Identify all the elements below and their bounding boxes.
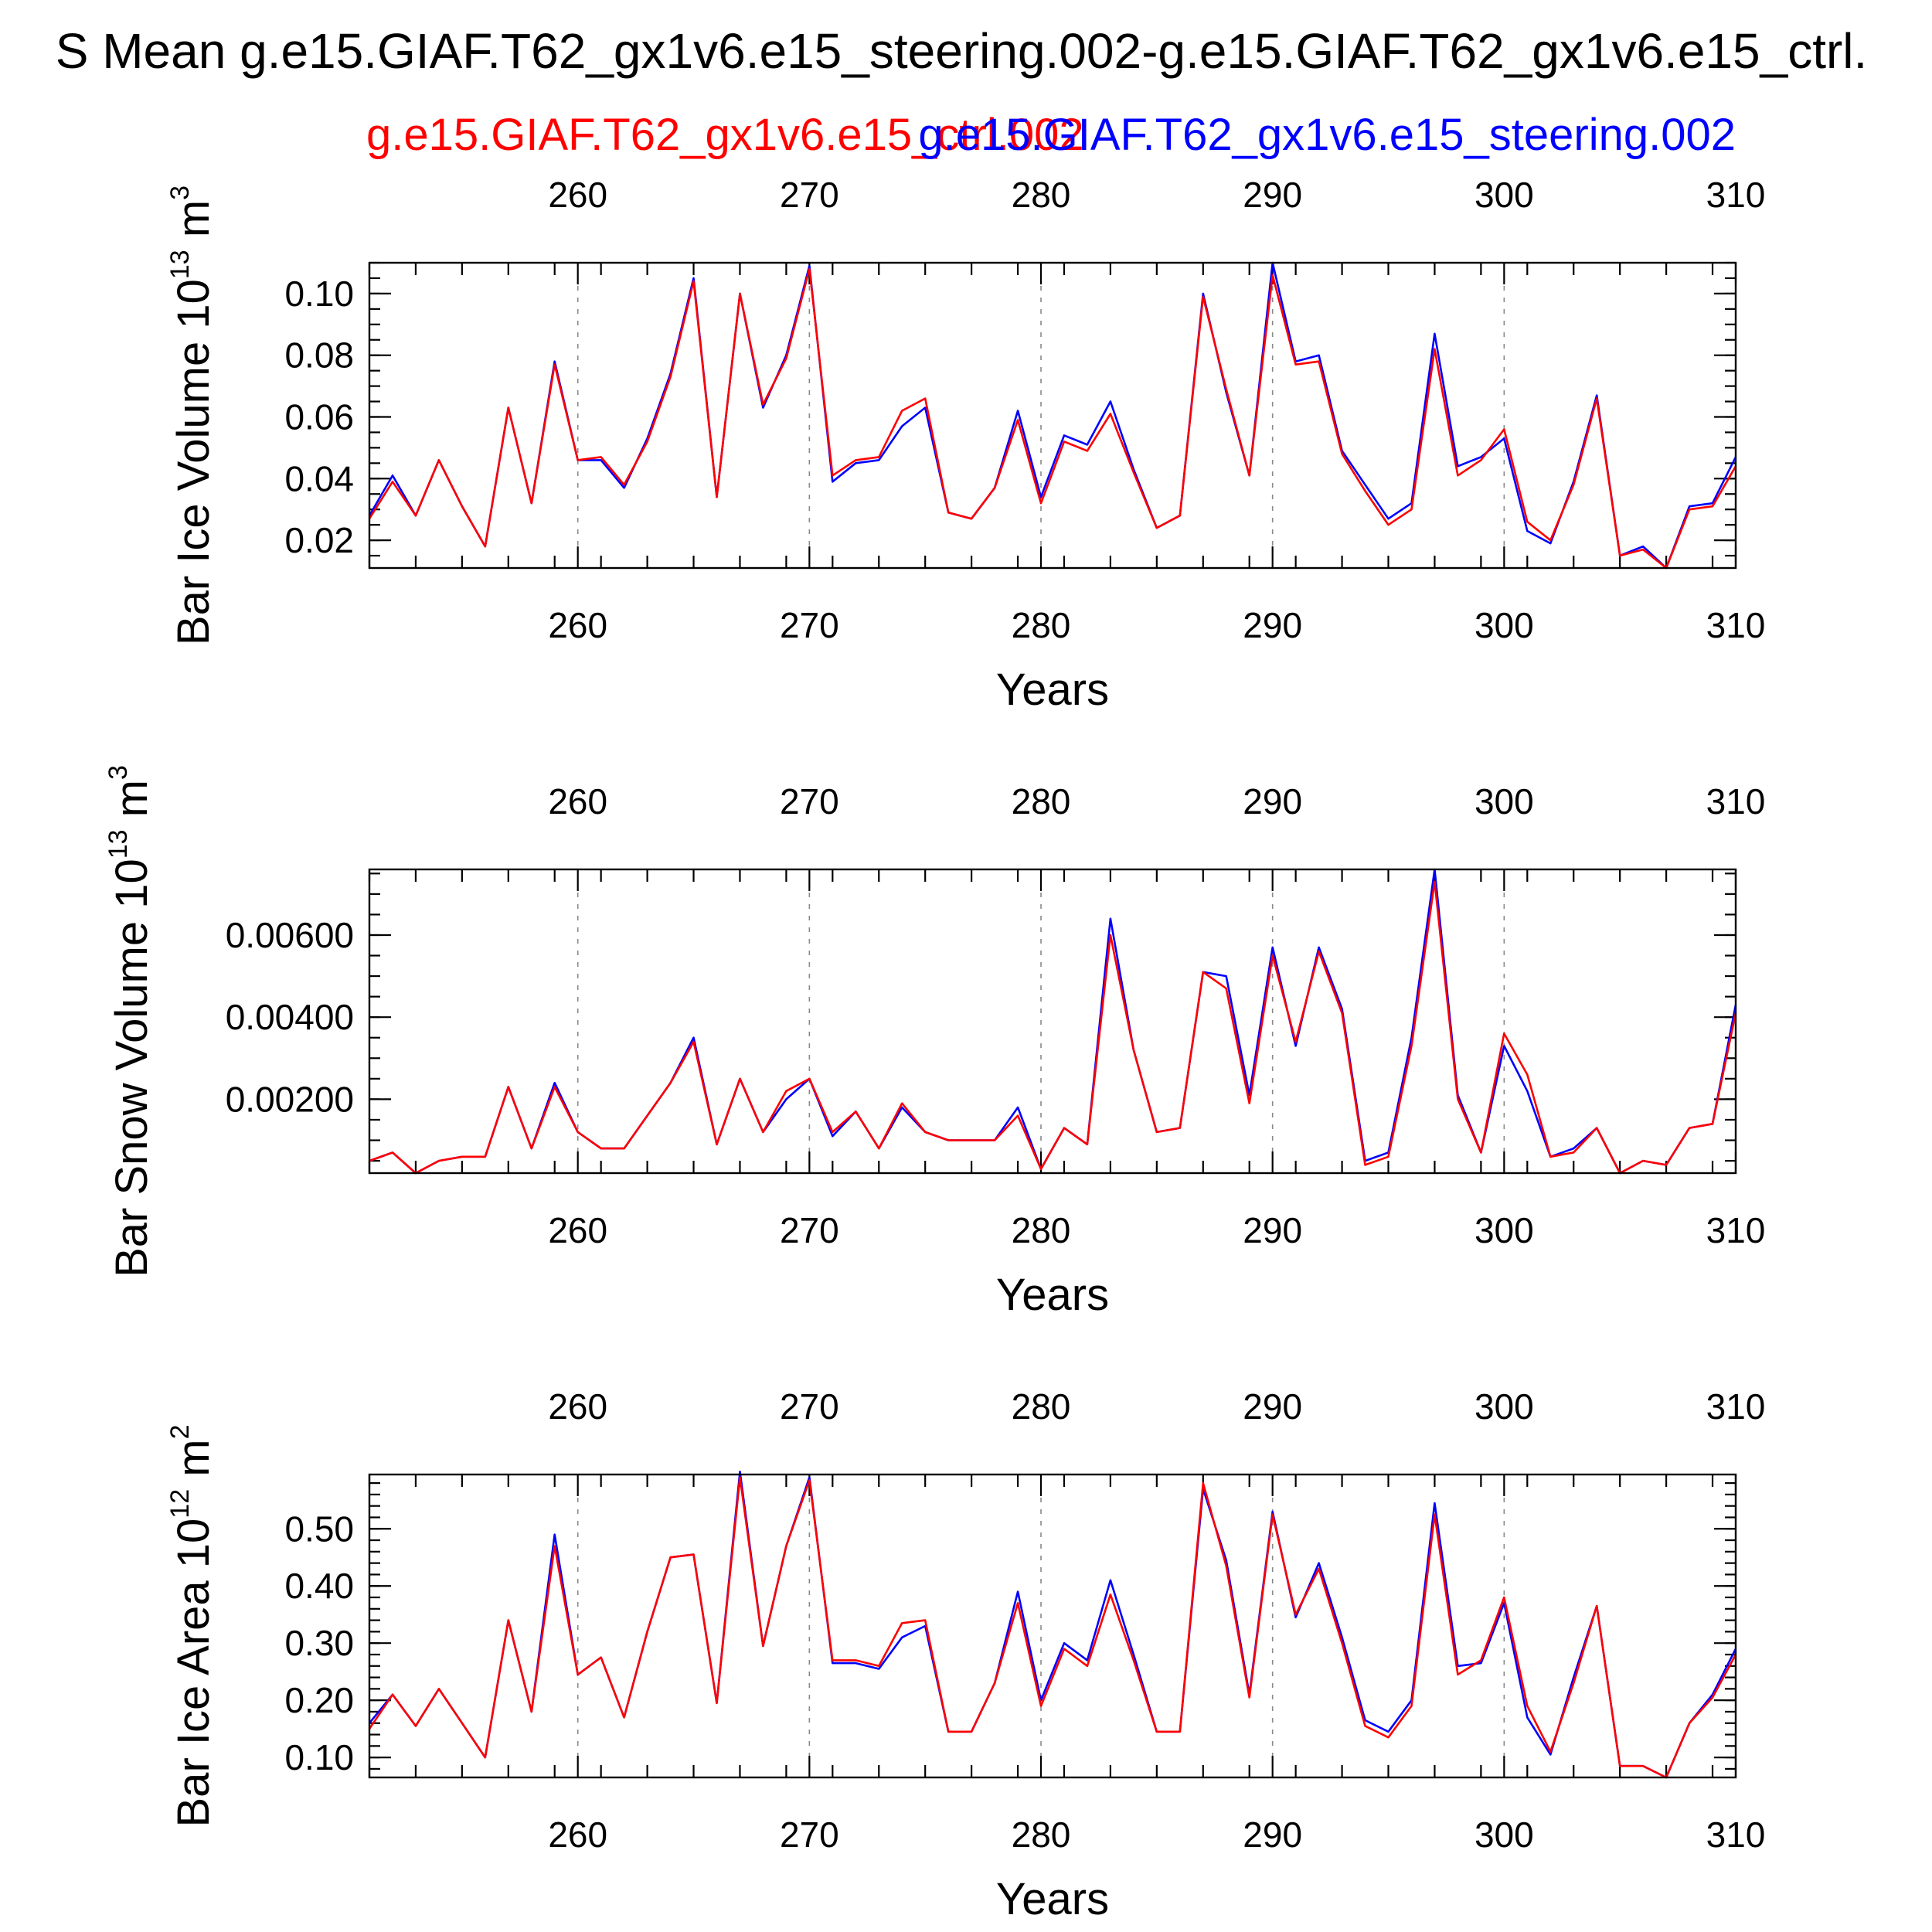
figure-title: S Mean g.e15.GIAF.T62_gx1v6.e15_steering… [56,23,1868,79]
y-tick-label: 0.04 [284,458,354,498]
y-tick-label: 0.00200 [226,1079,354,1119]
x-tick-label-bottom: 260 [548,605,607,645]
x-tick-label-top: 310 [1706,781,1766,821]
y-tick-label: 0.10 [284,274,354,314]
panel-ice-volume: 0.02 0.04 0.06 0.08 0.10 260 260 270 270 280 280 29… [165,175,1765,715]
x-tick-label-bottom: 300 [1475,1210,1534,1250]
x-tick-label-bottom: 270 [780,1210,839,1250]
x-axis-title: Years [996,1874,1109,1924]
x-tick-label-bottom: 290 [1243,605,1302,645]
x-tick-label-bottom: 270 [780,605,839,645]
x-tick-label-bottom: 290 [1243,1815,1302,1855]
x-tick-label-top: 280 [1012,1386,1071,1427]
x-tick-label-top: 270 [780,781,839,821]
x-tick-label-bottom: 260 [548,1210,607,1250]
plot-frame [368,868,1737,1175]
x-tick-label-bottom: 290 [1243,1210,1302,1250]
y-tick-label: 0.00400 [226,997,354,1037]
y-tick-label: 0.00600 [226,915,354,955]
y-tick-label: 0.10 [284,1737,354,1777]
y-tick-label: 0.50 [284,1509,354,1549]
y-tick-label: 0.02 [284,520,354,560]
series-line-steering [368,261,1737,570]
x-tick-label-bottom: 300 [1475,1815,1534,1855]
legend-red: g.e15.GIAF.T62_gx1v6.e15_ctrl.002 [366,110,1084,160]
x-tick-label-top: 280 [1012,175,1071,215]
x-tick-label-top: 290 [1243,1386,1302,1427]
x-tick-label-top: 260 [548,175,607,215]
x-tick-label-top: 270 [780,1386,839,1427]
y-axis-title: Bar Ice Volume 1013 m3 [165,185,219,645]
x-tick-label-top: 300 [1475,781,1534,821]
x-tick-label-bottom: 300 [1475,605,1534,645]
x-tick-label-top: 260 [548,781,607,821]
series-line-ctrl [368,1476,1737,1779]
plot-frame [368,1473,1737,1779]
x-tick-label-top: 260 [548,1386,607,1427]
y-tick-label: 0.30 [284,1623,354,1663]
x-tick-label-top: 290 [1243,781,1302,821]
x-tick-label-top: 300 [1475,175,1534,215]
x-tick-label-top: 280 [1012,781,1071,821]
x-tick-label-top: 310 [1706,1386,1766,1427]
series-line-steering [369,868,1737,1175]
x-tick-label-bottom: 310 [1706,605,1766,645]
x-tick-label-top: 270 [780,175,839,215]
x-tick-label-bottom: 260 [548,1815,607,1855]
x-tick-label-top: 290 [1243,175,1302,215]
x-tick-label-bottom: 310 [1706,1815,1766,1855]
series-line-steering [368,1471,1737,1779]
series-line-ctrl [368,267,1737,570]
y-axis-title: Bar Snow Volume 1013 m3 [104,765,157,1277]
y-tick-label: 0.20 [284,1680,354,1720]
y-axis-title: Bar Ice Area 1012 m2 [165,1425,219,1828]
y-tick-label: 0.06 [284,396,354,437]
y-tick-label: 0.40 [284,1566,354,1606]
panel-ice-area: 0.10 0.20 0.30 0.40 0.50 260 260 270 270 280 280 29… [165,1386,1765,1924]
x-tick-label-bottom: 280 [1012,1210,1071,1250]
panel-snow-volume: 0.00200 0.00400 0.00600 260 260 270 270 280 280 2… [104,765,1765,1320]
x-tick-label-top: 300 [1475,1386,1534,1427]
x-tick-label-bottom: 280 [1012,605,1071,645]
x-axis-title: Years [996,665,1109,715]
x-tick-label-top: 310 [1706,175,1766,215]
x-axis-title: Years [996,1270,1109,1320]
x-tick-label-bottom: 310 [1706,1210,1766,1250]
y-tick-label: 0.08 [284,335,354,376]
x-tick-label-bottom: 270 [780,1815,839,1855]
x-tick-label-bottom: 280 [1012,1815,1071,1855]
series-line-ctrl [369,880,1737,1175]
legend-blue: g.e15.GIAF.T62_gx1v6.e15_steering.002 [918,110,1736,160]
plot-frame [368,261,1737,570]
